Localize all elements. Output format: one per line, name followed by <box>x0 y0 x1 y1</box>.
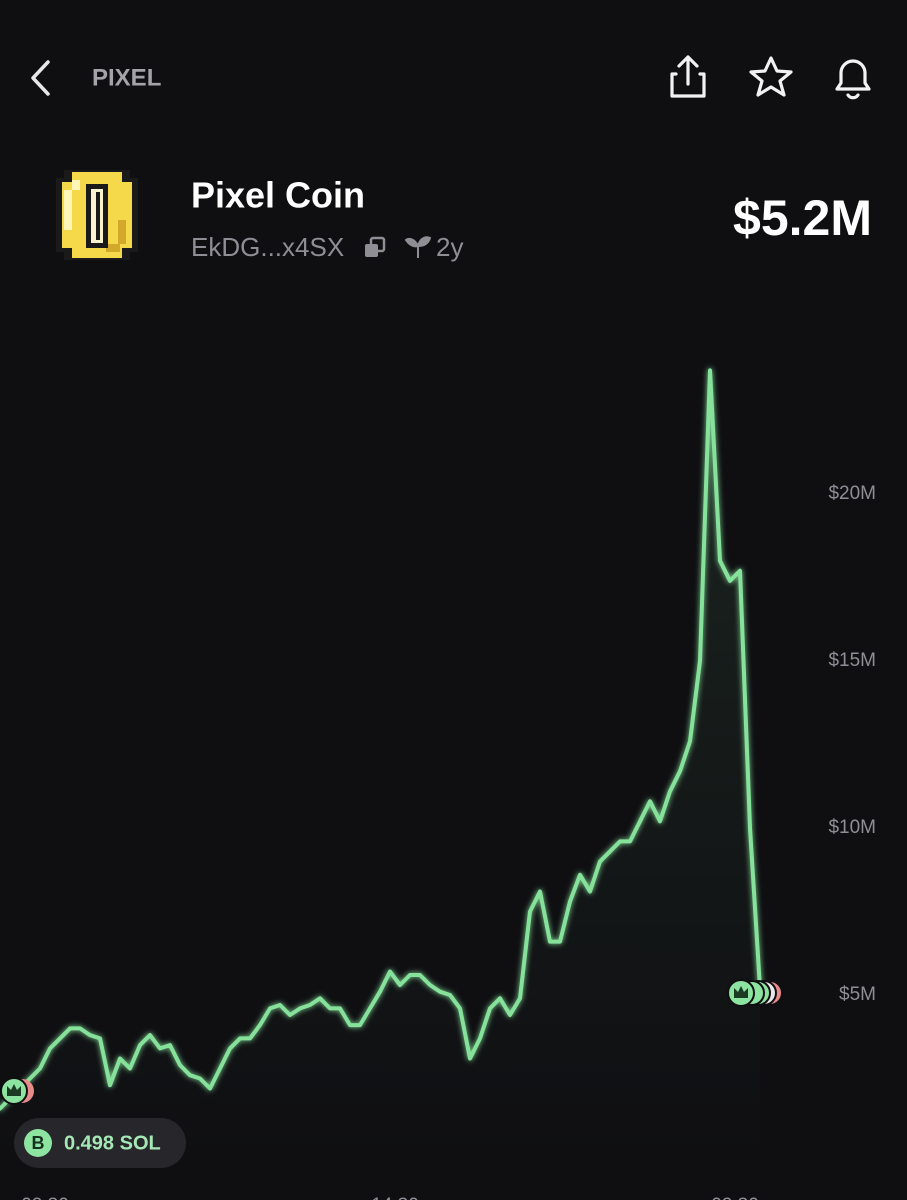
share-button[interactable] <box>670 55 706 98</box>
line-area <box>0 370 760 1162</box>
header-title: PIXEL <box>92 64 161 91</box>
token-name: Pixel Coin <box>191 175 365 216</box>
token-age: 2y <box>436 232 463 262</box>
chart: $5M $10M $15M $20M 02:30 14:30 02:30 <box>0 368 876 1200</box>
token-icon <box>56 170 138 260</box>
age-icon <box>404 236 432 258</box>
price-line <box>0 368 762 1111</box>
alert-button[interactable] <box>835 59 871 100</box>
back-button[interactable] <box>31 60 50 96</box>
x-tick-label: 02:30 <box>711 1195 759 1200</box>
market-cap: $5.2M <box>733 190 872 246</box>
y-tick-label: $5M <box>839 984 876 1005</box>
trade-marker-cluster[interactable] <box>727 979 783 1007</box>
position-badge[interactable]: B 0.498 SOL <box>14 1118 186 1168</box>
x-tick-label: 14:30 <box>371 1195 419 1200</box>
position-amount: 0.498 SOL <box>64 1132 161 1154</box>
copy-button[interactable] <box>365 236 386 257</box>
y-tick-label: $20M <box>828 483 876 504</box>
x-tick-label: 02:30 <box>21 1195 69 1200</box>
token-address: EkDG...x4SX <box>191 232 344 262</box>
y-tick-label: $15M <box>828 650 876 671</box>
y-tick-label: $10M <box>828 817 876 838</box>
favorite-button[interactable] <box>749 56 793 97</box>
trade-marker[interactable] <box>0 1077 34 1105</box>
badge-letter: B <box>32 1133 45 1153</box>
